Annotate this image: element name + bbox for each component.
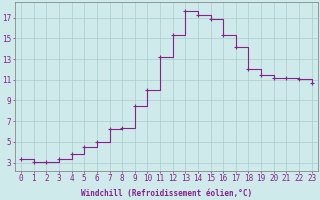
- X-axis label: Windchill (Refroidissement éolien,°C): Windchill (Refroidissement éolien,°C): [81, 189, 252, 198]
